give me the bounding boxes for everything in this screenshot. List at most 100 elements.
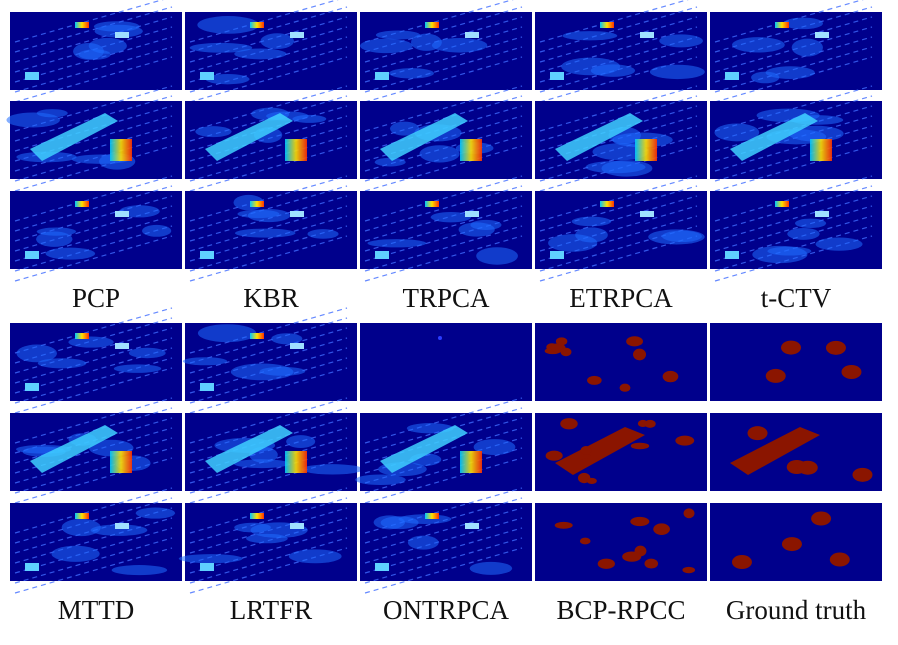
panel-background — [535, 503, 707, 581]
vehicle — [200, 563, 214, 571]
image-panel — [535, 175, 707, 282]
glow — [714, 123, 760, 142]
image-panel — [182, 307, 357, 414]
lane-stripe — [364, 457, 523, 504]
panel-background — [360, 323, 532, 401]
glow — [111, 565, 168, 576]
mask-blob — [597, 558, 615, 569]
glow — [189, 42, 253, 53]
vehicle — [460, 139, 482, 161]
glow — [16, 344, 57, 363]
lane-stripe — [714, 16, 873, 63]
vehicle — [25, 72, 39, 80]
glow — [375, 30, 421, 40]
vehicle — [635, 139, 657, 161]
glow — [787, 227, 820, 240]
lane-stripe — [189, 497, 348, 544]
vehicle — [110, 451, 132, 473]
image-panel — [10, 0, 182, 103]
vehicle — [775, 22, 789, 28]
vehicle — [600, 22, 614, 28]
lane-stripe — [364, 56, 523, 103]
glow — [592, 143, 649, 161]
vehicle — [285, 139, 307, 161]
glow — [473, 439, 516, 455]
lane-stripe — [539, 175, 698, 222]
vehicle — [200, 72, 214, 80]
vehicle — [30, 425, 118, 473]
mask-blob — [626, 336, 643, 347]
lane-stripe — [189, 337, 348, 384]
glow — [406, 423, 454, 434]
vehicle — [815, 32, 829, 38]
mask-blob — [560, 418, 578, 430]
lane-stripe — [364, 85, 523, 132]
lane-stripe — [14, 95, 173, 142]
lane-stripe — [189, 235, 348, 282]
image-panel — [185, 175, 357, 282]
lane-stripe — [189, 56, 348, 103]
mask-blob — [554, 521, 573, 529]
vehicle — [115, 32, 129, 38]
mask-blob — [555, 337, 568, 346]
vehicle — [375, 72, 389, 80]
lane-stripe — [14, 46, 173, 93]
mask-blob — [731, 555, 752, 570]
vehicle — [25, 563, 39, 571]
lane-stripe — [539, 195, 698, 242]
glow — [430, 212, 472, 223]
vehicle — [550, 251, 564, 259]
vehicle — [815, 211, 829, 217]
glow — [235, 228, 296, 238]
lane-stripe — [539, 215, 698, 262]
vehicle — [425, 22, 439, 28]
vehicle — [205, 113, 293, 161]
lane-stripe — [364, 175, 523, 222]
lane-stripe — [14, 537, 173, 584]
vehicle — [75, 333, 89, 339]
vehicle — [380, 425, 468, 473]
lane-stripe — [14, 185, 173, 232]
mask-blob — [811, 511, 832, 526]
method-label: LRTFR — [230, 595, 312, 625]
method-label: PCP — [72, 283, 120, 313]
vehicle — [115, 343, 129, 349]
mask-blob — [781, 537, 802, 552]
lane-stripe — [189, 215, 348, 262]
glow — [90, 524, 148, 536]
image-panel — [360, 323, 532, 401]
lane-stripe — [364, 507, 523, 554]
glow — [732, 37, 785, 53]
lane-stripe — [714, 36, 873, 83]
image-panel — [10, 175, 182, 282]
glow — [230, 363, 294, 381]
vehicle — [75, 513, 89, 519]
glow — [233, 459, 290, 469]
vehicle — [290, 523, 304, 529]
vehicle — [550, 72, 564, 80]
image-panel — [185, 397, 364, 504]
glow — [260, 33, 294, 50]
lane-stripe — [14, 6, 173, 53]
image-panel — [10, 487, 182, 594]
vehicle — [640, 211, 654, 217]
mask-blob — [630, 442, 650, 450]
vehicle — [775, 201, 789, 207]
vehicle — [725, 251, 739, 259]
mask-blob — [560, 347, 572, 357]
lane-stripe — [714, 195, 873, 242]
lane-stripe — [364, 517, 523, 564]
lane-stripe — [364, 145, 523, 192]
lane-stripe — [714, 205, 873, 252]
glow — [601, 160, 653, 177]
glow — [36, 231, 73, 247]
glow — [469, 561, 513, 575]
lane-stripe — [189, 537, 348, 584]
lane-stripe — [14, 16, 173, 63]
image-panel — [535, 503, 707, 581]
vehicle — [460, 451, 482, 473]
vehicle — [250, 201, 264, 207]
panel-background — [710, 413, 882, 491]
glow — [113, 364, 162, 373]
vehicle — [375, 563, 389, 571]
